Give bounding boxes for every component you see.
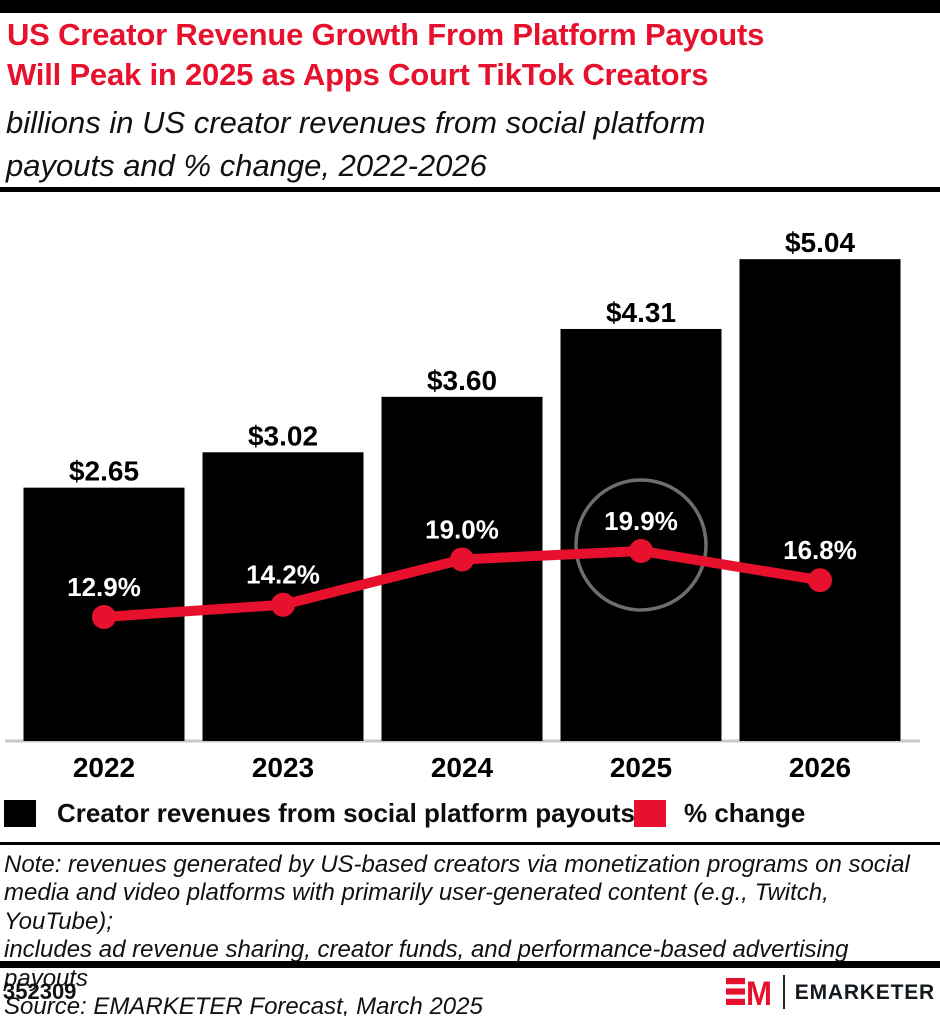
year-label-2023: 2023 xyxy=(252,752,314,783)
note-line-1: Note: revenues generated by US-based cre… xyxy=(4,851,910,878)
pct-label-2026: 16.8% xyxy=(783,535,857,565)
year-label-2025: 2025 xyxy=(610,752,672,783)
chart-id: 352309 xyxy=(3,979,77,1004)
page-subtitle-line-2: payouts and % change, 2022-2026 xyxy=(6,148,487,183)
data-point-2026 xyxy=(808,568,832,593)
bar-value-label-2025: $4.31 xyxy=(606,297,676,328)
header-divider xyxy=(0,187,940,192)
page-title-line-2: Will Peak in 2025 as Apps Court TikTok C… xyxy=(7,57,709,92)
page-subtitle: billions in US creator revenues from soc… xyxy=(6,101,936,187)
top-black-bar xyxy=(0,0,940,13)
page-subtitle-line-1: billions in US creator revenues from soc… xyxy=(6,105,706,140)
year-label-2024: 2024 xyxy=(431,752,494,783)
combo-chart: $2.65 $3.02 $3.60 $4.31 $5.04 12.9% 14.2% 19.0%… xyxy=(0,197,940,785)
note-line-2: media and video platforms with primarily… xyxy=(4,879,829,935)
footer-divider-bar xyxy=(0,961,940,968)
bar-value-label-2023: $3.02 xyxy=(248,420,318,451)
page-title-line-1: US Creator Revenue Growth From Platform … xyxy=(7,17,765,52)
emarketer-logo: M EMARKETER xyxy=(725,972,935,1012)
chart-canvas: $2.65 $3.02 $3.60 $4.31 $5.04 12.9% 14.2% 19.0%… xyxy=(5,227,920,783)
bar-value-label-2024: $3.60 xyxy=(427,365,497,396)
em-monogram-icon: M xyxy=(725,978,772,1006)
legend-label-pct-change: % change xyxy=(684,798,806,828)
bar-value-label-2026: $5.04 xyxy=(785,227,855,258)
legend-label-revenues: Creator revenues from social platform pa… xyxy=(57,798,635,828)
logo-divider xyxy=(782,975,785,1009)
data-point-2025 xyxy=(629,538,653,563)
pct-label-2023: 14.2% xyxy=(246,560,320,590)
data-point-2022 xyxy=(92,605,116,629)
page-title: US Creator Revenue Growth From Platform … xyxy=(7,15,937,95)
bar-value-label-2022: $2.65 xyxy=(69,456,139,487)
pct-label-2022: 12.9% xyxy=(67,572,141,602)
notes-divider xyxy=(0,842,940,845)
year-label-2026: 2026 xyxy=(789,752,851,783)
source-line: Source: EMARKETER Forecast, March 2025 xyxy=(4,993,483,1016)
pct-label-2024: 19.0% xyxy=(425,514,499,544)
legend-swatch-revenues xyxy=(4,800,36,827)
brand-wordmark: EMARKETER xyxy=(794,981,935,1004)
data-point-2023 xyxy=(271,592,295,617)
note-line-3: includes ad revenue sharing, creator fun… xyxy=(4,936,849,992)
highlight-circle-2025 xyxy=(574,478,708,612)
bar-2026 xyxy=(739,259,901,741)
year-label-2022: 2022 xyxy=(73,752,135,783)
legend-swatch-pct-change xyxy=(634,800,666,827)
bar-2025 xyxy=(560,328,722,741)
svg-text:M: M xyxy=(746,978,772,1006)
chart-legend: Creator revenues from social platform pa… xyxy=(0,796,940,832)
data-point-2024 xyxy=(450,547,474,572)
pct-label-2025: 19.9% xyxy=(604,506,678,536)
footnote-block: Note: revenues generated by US-based cre… xyxy=(4,851,938,1016)
